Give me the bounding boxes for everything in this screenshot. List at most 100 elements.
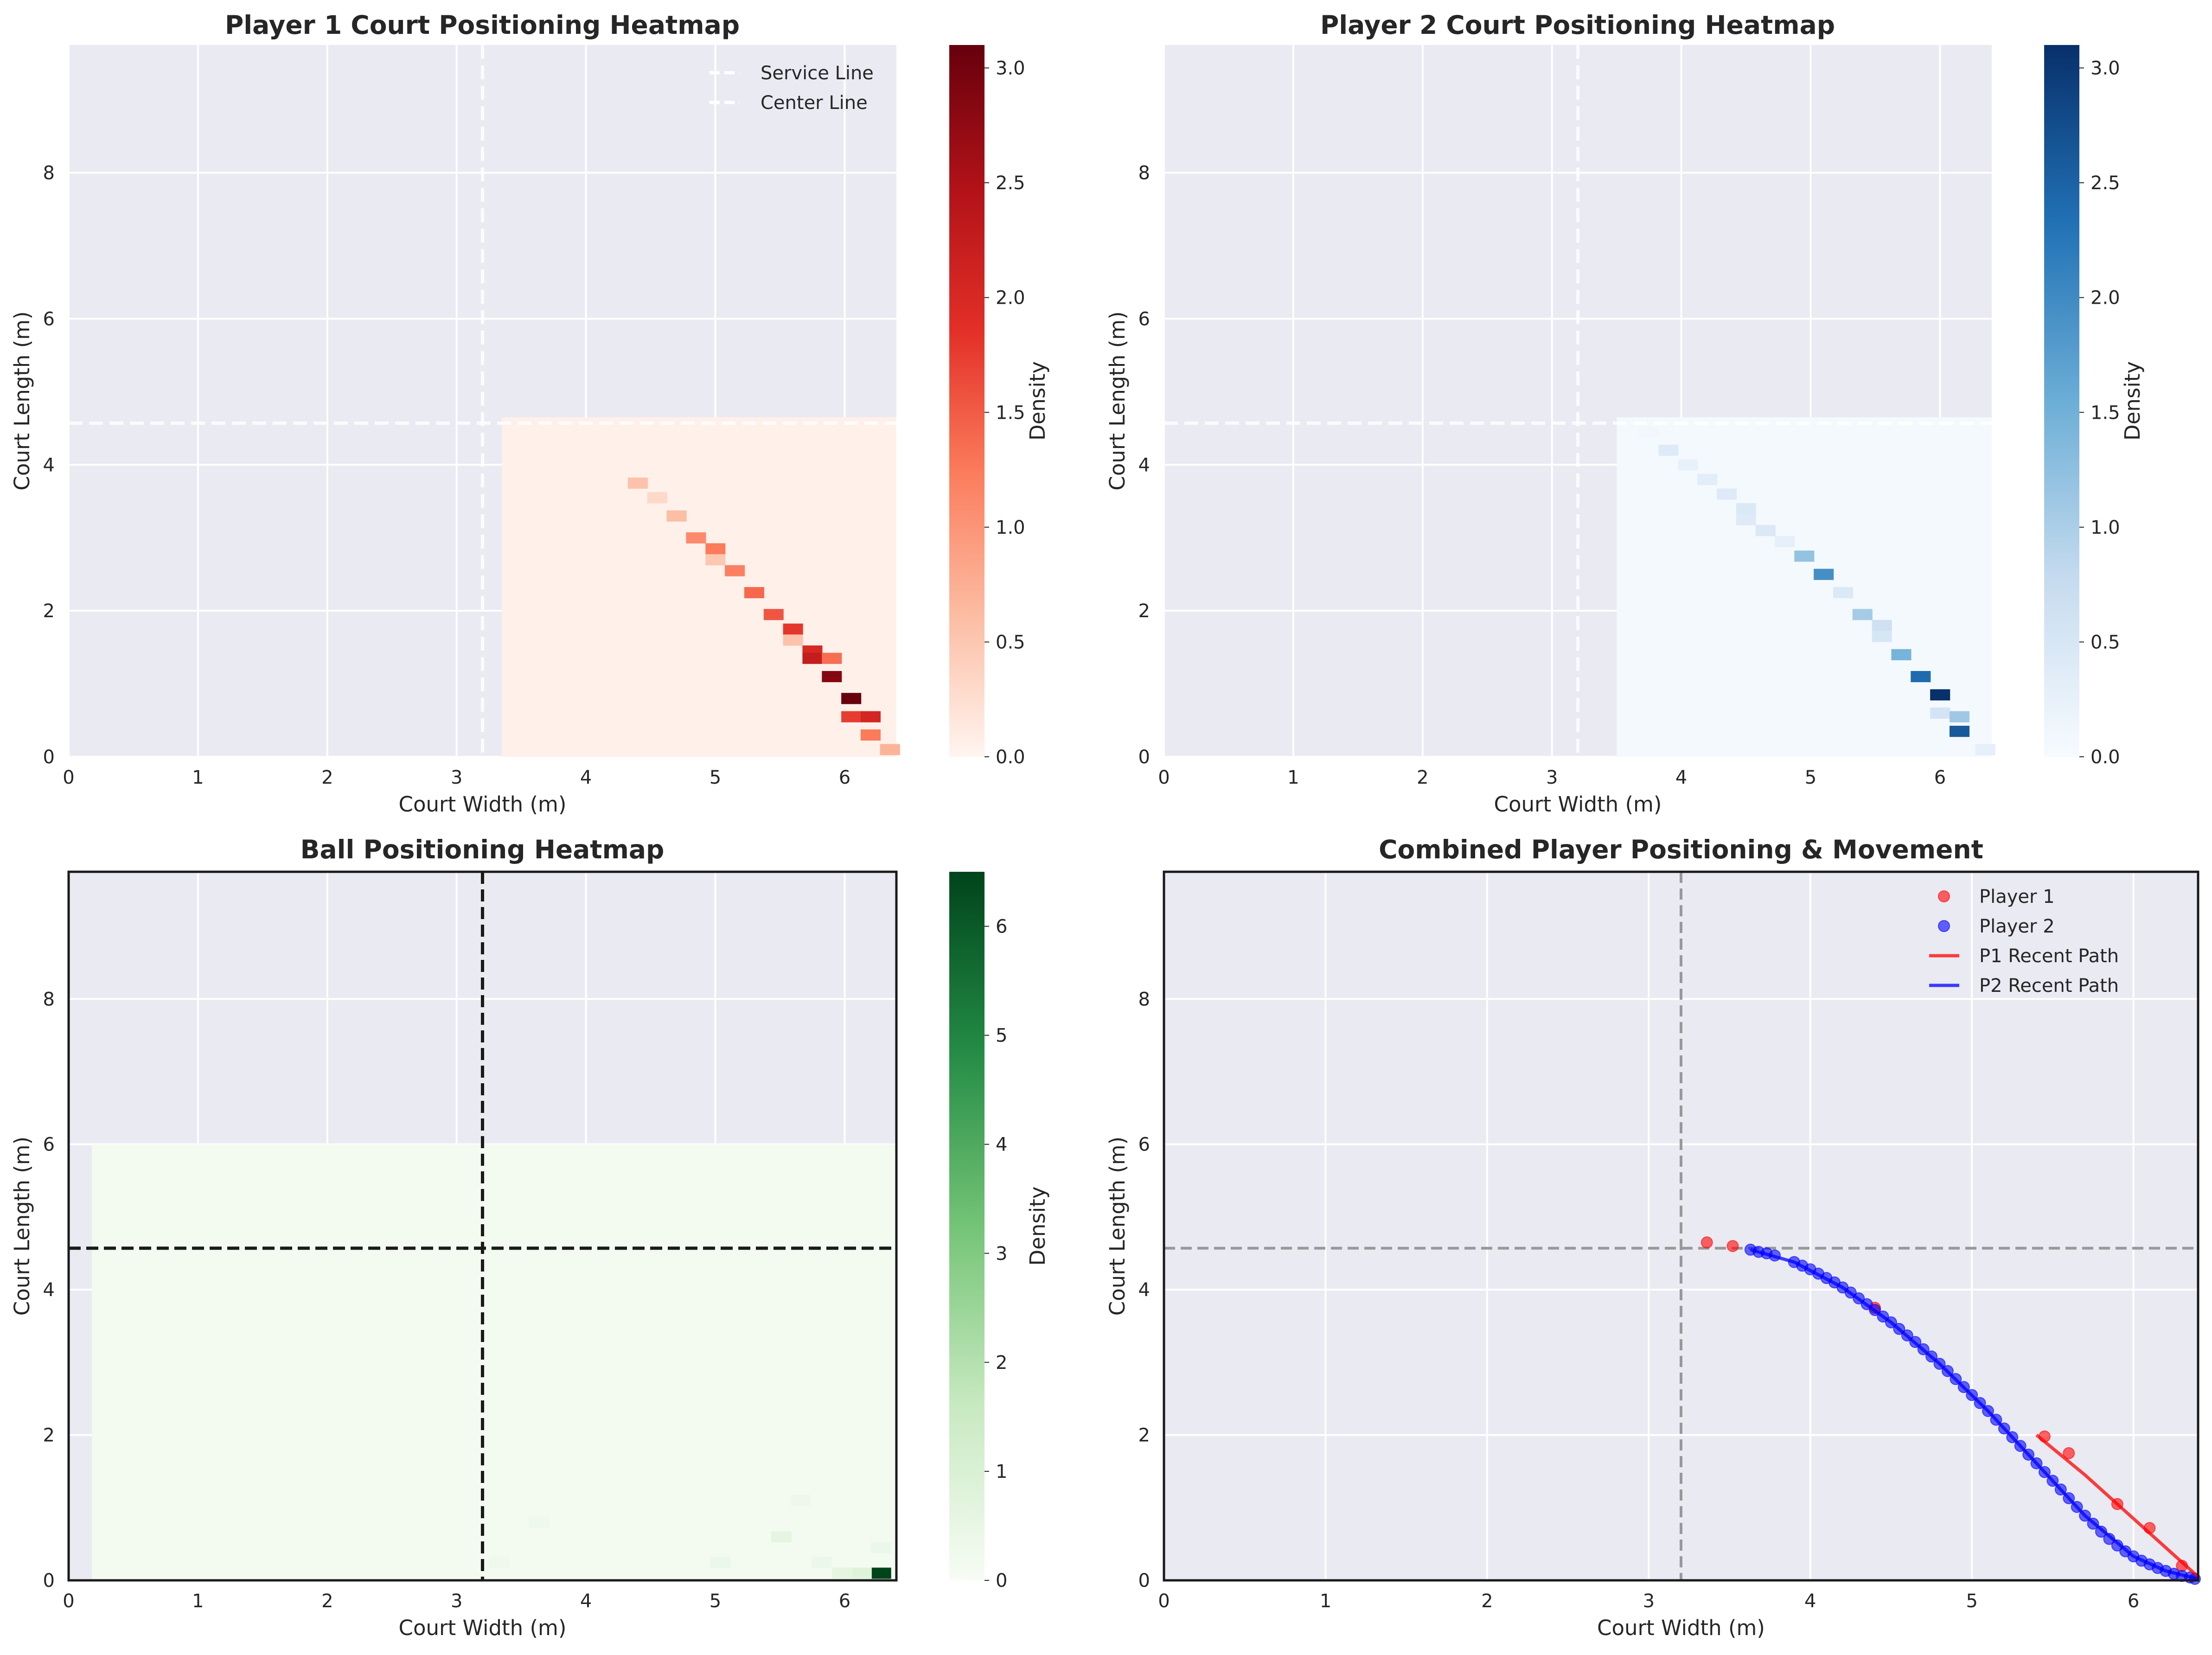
y-axis-label: Court Length (m) xyxy=(10,1137,34,1316)
colorbar: 0 1 2 3 4 5 6 Density xyxy=(949,872,1050,1591)
y-tick-label: 8 xyxy=(1138,989,1150,1010)
colorbar-tick-label: 0.5 xyxy=(996,632,1025,653)
heatmap-cell xyxy=(822,671,842,683)
x-tick-label: 0 xyxy=(63,1591,74,1612)
y-tick-label: 4 xyxy=(43,1279,55,1301)
heatmap-cell xyxy=(647,492,667,504)
x-tick-label: 3 xyxy=(1546,767,1558,788)
y-axis-label: Court Length (m) xyxy=(1105,311,1130,490)
x-tick-label: 2 xyxy=(1417,767,1428,788)
player1-point xyxy=(1726,1240,1739,1252)
series xyxy=(1701,1236,2201,1585)
x-tick-label: 0 xyxy=(1158,1591,1170,1612)
y-tick-label: 0 xyxy=(43,747,55,768)
legend-label: Service Line xyxy=(761,63,874,84)
y-tick-label: 4 xyxy=(1138,454,1150,476)
axes-frame xyxy=(1163,870,2199,1582)
y-tick-label: 6 xyxy=(43,1134,55,1156)
p1-path-line xyxy=(2035,1433,2199,1578)
x-tick-label: 4 xyxy=(580,1591,592,1612)
heatmap-cell xyxy=(860,729,881,741)
chart-title: Combined Player Positioning & Movement xyxy=(1379,835,1983,864)
chart-title: Player 2 Court Positioning Heatmap xyxy=(1320,10,1835,40)
y-tick-label: 8 xyxy=(43,163,55,184)
legend: Player 1 Player 2 P1 Recent Path P2 Recent … xyxy=(1929,886,2119,997)
colorbar-label: Density xyxy=(2120,361,2145,441)
heatmap-cell xyxy=(1872,620,1892,631)
heatmap-cell xyxy=(666,510,687,522)
y-tick-label: 8 xyxy=(43,989,55,1010)
axes-frame xyxy=(67,870,898,1582)
heatmap-cell xyxy=(870,1567,891,1579)
heatmap-cell xyxy=(880,744,900,755)
x-tick-label: 2 xyxy=(321,1591,333,1612)
x-axis-label: Court Width (m) xyxy=(399,1616,567,1640)
y-tick-label: 2 xyxy=(1138,601,1150,622)
y-tick-label: 4 xyxy=(43,454,55,476)
heatmap-cell xyxy=(1975,744,1995,755)
heatmap-cell xyxy=(627,477,648,489)
heatmap-cell xyxy=(1736,514,1756,525)
y-tick-label: 0 xyxy=(43,1570,55,1591)
y-tick-label: 6 xyxy=(1138,308,1150,330)
heatmap-cell xyxy=(1949,711,1970,722)
colorbar-tick-label: 5 xyxy=(996,1025,1007,1047)
heatmap-background xyxy=(92,1144,896,1580)
heatmap-cell xyxy=(811,1557,832,1568)
x-tick-label: 4 xyxy=(580,767,592,788)
x-tick-label: 2 xyxy=(321,767,333,788)
x-tick-label: 5 xyxy=(1966,1591,1977,1612)
heatmap-cell xyxy=(870,1542,891,1553)
colorbar-tick-label: 6 xyxy=(996,916,1007,938)
heatmap-cell xyxy=(783,634,803,646)
y-tick-label: 6 xyxy=(43,308,55,330)
player1-point xyxy=(2063,1447,2075,1459)
colorbar-label: Density xyxy=(1025,1186,1050,1265)
colorbar-tick-label: 0.5 xyxy=(2091,632,2120,653)
legend: Service Line Center Line xyxy=(710,63,874,114)
heatmap-cell xyxy=(1755,525,1776,537)
panel-1: 0 1 2 3 4 5 6 0 2 4 6 8 Court Width (m) Court Length … xyxy=(10,10,1050,817)
heatmap-cell xyxy=(1833,587,1854,599)
heatmap-cell xyxy=(529,1516,550,1528)
heatmap-cell xyxy=(832,1567,853,1579)
x-tick-label: 4 xyxy=(1675,767,1687,788)
colorbar-bar xyxy=(949,45,985,757)
x-tick-label: 5 xyxy=(710,1591,721,1612)
legend-label: Player 2 xyxy=(1979,916,2055,937)
heatmap-cell xyxy=(1930,707,1950,719)
y-tick-label: 6 xyxy=(1138,1134,1150,1156)
colorbar-bar xyxy=(2044,45,2079,757)
heatmap-background xyxy=(1617,417,1992,757)
heatmap-cell xyxy=(763,609,784,620)
colorbar-tick-label: 1.0 xyxy=(2091,517,2120,538)
heatmap-cell xyxy=(860,711,881,722)
x-tick-label: 4 xyxy=(1804,1591,1816,1612)
colorbar-tick-label: 1 xyxy=(996,1461,1007,1482)
heatmap-cell xyxy=(1716,488,1737,500)
x-axis-label: Court Width (m) xyxy=(1494,792,1662,817)
y-tick-label: 0 xyxy=(1138,1570,1150,1591)
heatmap-cell xyxy=(1639,426,1659,438)
colorbar-tick-label: 1.5 xyxy=(2091,402,2120,423)
heatmap-cell xyxy=(1891,649,1912,660)
chart-title: Player 1 Court Positioning Heatmap xyxy=(225,10,740,40)
heatmap-cell xyxy=(1678,459,1698,471)
heatmap-cell xyxy=(744,587,764,599)
panel-2: 0 1 2 3 4 5 6 0 2 4 6 8 Court Width (m) Court Length … xyxy=(1105,10,2145,817)
p2-path-line xyxy=(1750,1248,2199,1581)
y-tick-label: 4 xyxy=(1138,1279,1150,1301)
y-tick-label: 0 xyxy=(1138,747,1150,768)
colorbar-tick-label: 2.5 xyxy=(996,173,1025,194)
heatmap-cell xyxy=(1852,609,1873,620)
colorbar-bar xyxy=(949,872,985,1580)
x-tick-label: 6 xyxy=(839,1591,850,1612)
x-tick-label: 6 xyxy=(2128,1591,2139,1612)
x-tick-label: 6 xyxy=(839,767,850,788)
heatmap-cell xyxy=(851,1567,872,1579)
heatmap-cell xyxy=(1658,444,1679,456)
x-tick-label: 0 xyxy=(1158,767,1170,788)
colorbar-tick-label: 0.0 xyxy=(2091,747,2120,768)
x-tick-label: 3 xyxy=(1643,1591,1655,1612)
